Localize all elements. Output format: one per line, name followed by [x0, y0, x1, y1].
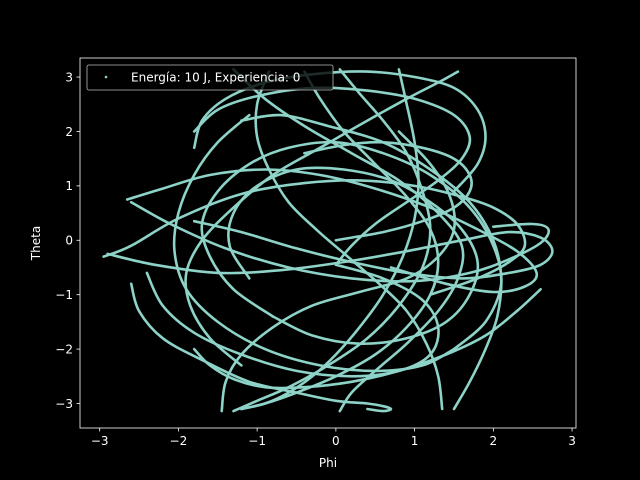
trajectory-curve: [192, 288, 542, 390]
trajectory-curve: [192, 86, 472, 267]
trajectory-curve: [227, 166, 480, 346]
trajectory-curve: [240, 113, 503, 411]
y-tick-label: −3: [55, 397, 73, 411]
trajectory-curve: [254, 70, 444, 411]
y-tick-label: −1: [55, 288, 73, 302]
y-axis-label: Theta: [29, 226, 43, 261]
y-tick-label: 3: [65, 70, 73, 84]
x-axis: −3 −2 −1 0 1 2 3: [91, 428, 576, 448]
trajectory-curve: [200, 140, 503, 351]
plot-area: [79, 57, 577, 429]
trajectory-curve: [172, 113, 456, 373]
y-tick-label: 1: [65, 179, 73, 193]
x-tick-label: 2: [490, 434, 498, 448]
x-tick-label: −2: [170, 434, 188, 448]
trajectory-curve: [184, 70, 460, 367]
x-tick-label: −3: [91, 434, 109, 448]
trajectory-curve: [106, 219, 554, 280]
x-tick-label: 0: [332, 434, 340, 448]
legend-marker: [104, 75, 108, 79]
x-tick-label: 1: [411, 434, 419, 448]
trajectory-curve: [102, 179, 527, 296]
legend: Energía: 10 J, Experiencia: 0: [86, 64, 334, 91]
trajectory-curve: [240, 70, 440, 411]
legend-box: [86, 64, 334, 91]
y-tick-label: 2: [65, 125, 73, 139]
trajectory-curve: [145, 263, 440, 378]
trajectory-curve: [192, 70, 487, 193]
trajectory-curve: [220, 130, 457, 413]
x-tick-label: −1: [248, 434, 266, 448]
legend-entry-label: Energía: 10 J, Experiencia: 0: [131, 71, 300, 85]
axes-frame: [79, 57, 577, 429]
trajectory-curve: [129, 282, 393, 413]
trajectory-curve: [303, 140, 473, 242]
trajectory-curve: [240, 68, 420, 411]
x-axis-label: Phi: [319, 456, 337, 470]
y-tick-label: 0: [65, 234, 73, 248]
y-axis: −3 −2 −1 0 1 2 3: [55, 70, 80, 411]
y-tick-label: −2: [55, 342, 73, 356]
series-trajectory: [102, 68, 554, 413]
x-tick-label: 3: [568, 434, 576, 448]
